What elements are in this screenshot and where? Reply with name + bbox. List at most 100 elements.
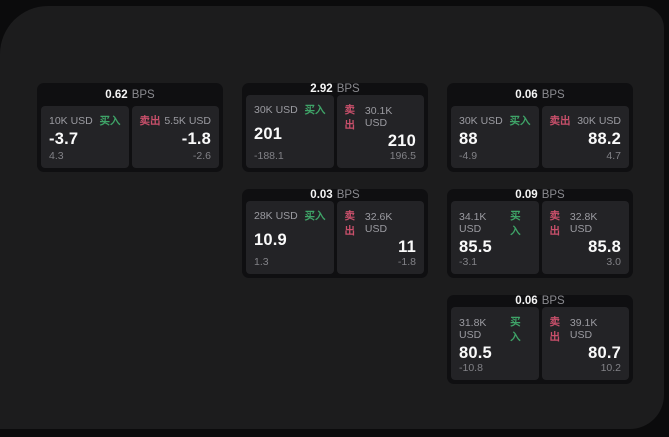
sell-quote-tile[interactable]: 卖出 32.8K USD 85.8 3.0 — [541, 201, 629, 275]
buy-label: 买入 — [99, 115, 121, 127]
sell-amount: 32.8K USD — [569, 211, 598, 235]
card-body: 34.1K USD 买入 85.5 -3.1 卖出 32.8K USD 85.8… — [447, 201, 633, 278]
card-header: 0.62 BPS — [37, 83, 223, 106]
buy-delta: 1.3 — [254, 256, 269, 269]
quote-card: 2.92 BPS 30K USD 买入 201 -188.1 卖出 30.1K … — [242, 83, 428, 172]
sell-delta: 196.5 — [389, 150, 416, 163]
buy-price: 80.5 — [459, 344, 492, 362]
bps-unit-label: BPS — [541, 295, 565, 307]
buy-price: 10.9 — [254, 230, 287, 249]
sell-quote-tile[interactable]: 卖出 5.5K USD -1.8 -2.6 — [131, 106, 219, 168]
buy-amount: 28K USD — [254, 209, 298, 222]
sell-label: 卖出 — [139, 115, 161, 127]
buy-delta: -10.8 — [459, 362, 483, 375]
sell-delta: 10.2 — [600, 362, 621, 375]
buy-quote-tile[interactable]: 10K USD 买入 -3.7 4.3 — [41, 106, 129, 168]
bps-value: 0.06 — [515, 88, 538, 101]
buy-tile-header: 30K USD 买入 — [254, 102, 326, 117]
buy-quote-tile[interactable]: 31.8K USD 买入 80.5 -10.8 — [451, 307, 539, 381]
sell-label: 卖出 — [549, 210, 561, 237]
buy-delta: -188.1 — [254, 150, 284, 163]
sell-tile-header: 卖出 5.5K USD — [140, 113, 212, 128]
buy-delta: -4.9 — [459, 149, 478, 162]
sell-price: 210 — [387, 132, 416, 150]
buy-label: 买入 — [509, 115, 531, 127]
card-header: 2.92 BPS — [242, 83, 428, 95]
quote-card: 0.09 BPS 34.1K USD 买入 85.5 -3.1 卖出 32.8K… — [447, 189, 633, 278]
buy-price: 85.5 — [459, 238, 492, 256]
sell-price: 80.7 — [588, 344, 621, 362]
cards-grid: 0.62 BPS 10K USD 买入 -3.7 4.3 卖出 5.5K USD… — [37, 83, 633, 384]
bps-unit-label: BPS — [336, 189, 360, 201]
bps-value: 0.03 — [310, 189, 333, 201]
card-body: 31.8K USD 买入 80.5 -10.8 卖出 39.1K USD 80.… — [447, 307, 633, 384]
sell-label: 卖出 — [344, 210, 356, 237]
buy-amount: 30K USD — [254, 103, 298, 116]
buy-quote-tile[interactable]: 28K USD 买入 10.9 1.3 — [246, 201, 334, 275]
bps-unit-label: BPS — [541, 88, 565, 101]
buy-amount: 30K USD — [459, 114, 503, 127]
card-header: 0.06 BPS — [447, 295, 633, 307]
sell-amount: 39.1K USD — [569, 317, 598, 341]
buy-price: -3.7 — [49, 129, 79, 148]
sell-tile-header: 卖出 30.1K USD — [345, 102, 417, 132]
sell-quote-tile[interactable]: 卖出 30K USD 88.2 4.7 — [541, 106, 629, 168]
buy-tile-header: 10K USD 买入 — [49, 113, 121, 128]
buy-tile-header: 28K USD 买入 — [254, 208, 326, 223]
sell-amount: 30K USD — [577, 114, 621, 127]
sell-tile-header: 卖出 32.8K USD — [550, 208, 622, 238]
buy-amount: 10K USD — [49, 114, 93, 127]
card-body: 28K USD 买入 10.9 1.3 卖出 32.6K USD 11 -1.8 — [242, 201, 428, 278]
sell-label: 卖出 — [549, 316, 561, 343]
sell-tile-header: 卖出 32.6K USD — [345, 208, 417, 238]
sell-delta: 4.7 — [606, 149, 621, 162]
sell-label: 卖出 — [549, 115, 571, 127]
buy-label: 买入 — [304, 104, 326, 116]
buy-label: 买入 — [304, 210, 326, 222]
buy-quote-tile[interactable]: 34.1K USD 买入 85.5 -3.1 — [451, 201, 539, 275]
quote-card: 0.62 BPS 10K USD 买入 -3.7 4.3 卖出 5.5K USD… — [37, 83, 223, 172]
buy-amount: 31.8K USD — [459, 317, 487, 341]
sell-tile-header: 卖出 39.1K USD — [550, 314, 622, 344]
quotes-panel: 0.62 BPS 10K USD 买入 -3.7 4.3 卖出 5.5K USD… — [0, 6, 664, 429]
buy-quote-tile[interactable]: 30K USD 买入 201 -188.1 — [246, 95, 334, 169]
bps-value: 0.09 — [515, 189, 538, 201]
buy-tile-header: 31.8K USD 买入 — [459, 314, 531, 344]
buy-amount: 34.1K USD — [459, 211, 487, 235]
bps-value: 0.62 — [105, 88, 128, 101]
sell-amount: 32.6K USD — [364, 211, 393, 235]
card-header: 0.06 BPS — [447, 83, 633, 106]
sell-price: 85.8 — [588, 238, 621, 256]
card-header: 0.09 BPS — [447, 189, 633, 201]
buy-label: 买入 — [510, 210, 521, 237]
card-body: 10K USD 买入 -3.7 4.3 卖出 5.5K USD -1.8 -2.… — [37, 106, 223, 172]
sell-quote-tile[interactable]: 卖出 30.1K USD 210 196.5 — [336, 95, 424, 169]
buy-delta: 4.3 — [49, 149, 64, 162]
sell-delta: 3.0 — [606, 256, 621, 269]
bps-value: 0.06 — [515, 295, 538, 307]
sell-label: 卖出 — [344, 104, 356, 131]
buy-label: 买入 — [510, 316, 521, 343]
sell-amount: 30.1K USD — [364, 105, 393, 129]
quote-card: 0.06 BPS 30K USD 买入 88 -4.9 卖出 30K USD 8… — [447, 83, 633, 172]
bps-unit-label: BPS — [131, 88, 155, 101]
buy-price: 88 — [459, 129, 478, 148]
sell-price: 88.2 — [588, 129, 621, 148]
card-header: 0.03 BPS — [242, 189, 428, 201]
bps-unit-label: BPS — [541, 189, 565, 201]
quote-card: 0.06 BPS 31.8K USD 买入 80.5 -10.8 卖出 39.1… — [447, 295, 633, 384]
buy-tile-header: 34.1K USD 买入 — [459, 208, 531, 238]
buy-delta: -3.1 — [459, 256, 478, 269]
sell-delta: -1.8 — [397, 256, 416, 269]
sell-price: 11 — [398, 238, 416, 256]
bps-unit-label: BPS — [336, 83, 360, 95]
sell-price: -1.8 — [181, 129, 211, 148]
card-body: 30K USD 买入 201 -188.1 卖出 30.1K USD 210 1… — [242, 95, 428, 172]
card-body: 30K USD 买入 88 -4.9 卖出 30K USD 88.2 4.7 — [447, 106, 633, 172]
sell-quote-tile[interactable]: 卖出 39.1K USD 80.7 10.2 — [541, 307, 629, 381]
bps-value: 2.92 — [310, 83, 333, 95]
buy-quote-tile[interactable]: 30K USD 买入 88 -4.9 — [451, 106, 539, 168]
buy-price: 201 — [254, 124, 283, 143]
sell-quote-tile[interactable]: 卖出 32.6K USD 11 -1.8 — [336, 201, 424, 275]
buy-tile-header: 30K USD 买入 — [459, 113, 531, 128]
